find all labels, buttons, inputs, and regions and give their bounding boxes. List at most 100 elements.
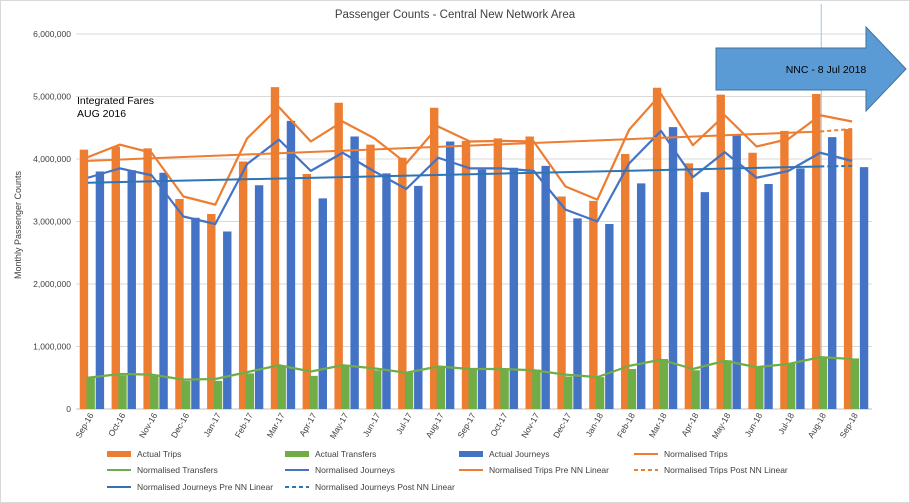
y-tick-label: 5,000,000	[33, 92, 71, 102]
trend-normalised-trips-pre-nn-linear	[87, 130, 821, 162]
bar-actual-transfers	[691, 370, 700, 409]
bar-actual-journeys	[859, 167, 869, 409]
bar-actual-journeys	[509, 167, 519, 409]
bar-actual-transfers	[181, 380, 191, 409]
trend-normalised-trips-post-nn-linear	[820, 128, 853, 133]
bar-actual-journeys	[95, 171, 105, 409]
bar-actual-journeys	[445, 141, 455, 409]
bar-actual-trips	[398, 157, 407, 409]
nnc-arrow-group: NNC - 8 Jul 2018	[715, 4, 907, 409]
legend-item-actual-transfers-label: Actual Transfers	[315, 449, 376, 459]
bar-actual-trips	[557, 196, 566, 409]
bar-actual-journeys	[191, 217, 200, 409]
legend: Actual Trips Actual Transfers Actual Journ…	[107, 449, 788, 492]
bar-actual-transfers	[277, 365, 286, 409]
bar-actual-transfers	[436, 366, 446, 409]
legend-item-normalised-trips-pre-nn-linear-label: Normalised Trips Pre NN Linear	[489, 465, 609, 475]
bar-actual-transfers	[755, 366, 764, 409]
bar-actual-transfers	[404, 372, 414, 409]
bar-actual-trips	[589, 200, 598, 409]
bar-actual-trips	[175, 199, 184, 409]
bar-actual-transfers	[659, 359, 668, 409]
legend-item-normalised-trips-label: Normalised Trips	[664, 449, 728, 459]
bar-actual-journeys	[223, 231, 232, 409]
integrated-fares-date: AUG 2016	[77, 108, 126, 120]
line-normalised-trips	[87, 92, 853, 206]
line-normalised-transfers	[87, 356, 853, 381]
bar-actual-trips	[652, 87, 662, 409]
integrated-fares-label: Integrated Fares	[77, 95, 154, 107]
legend-item-actual-trips-swatch	[107, 451, 131, 457]
bar-actual-transfers	[595, 377, 605, 409]
legend-item-actual-trips-label: Actual Trips	[137, 449, 181, 459]
bar-actual-transfers	[150, 375, 159, 409]
bar-actual-trips	[748, 152, 757, 409]
bar-actual-trips	[621, 154, 630, 409]
bar-actual-journeys	[127, 170, 136, 409]
bar-actual-trips	[238, 161, 248, 409]
bar-actual-journeys	[254, 185, 264, 409]
legend-item-actual-journeys-swatch	[459, 451, 483, 457]
bar-actual-transfers	[818, 356, 828, 409]
bar-actual-transfers	[532, 369, 541, 409]
bar-actual-trips	[366, 144, 375, 409]
y-tick-label: 2,000,000	[33, 279, 71, 289]
bar-actual-transfers	[723, 360, 732, 409]
bar-actual-journeys	[477, 169, 487, 409]
bar-actual-transfers	[850, 358, 860, 409]
bar-actual-transfers	[341, 366, 350, 409]
line-normalised-journeys	[87, 129, 853, 226]
bar-actual-journeys	[636, 183, 646, 409]
bar-actual-trips	[461, 140, 471, 409]
bar-actual-trips	[812, 94, 821, 409]
bar-actual-journeys	[159, 172, 168, 409]
legend-item-normalised-journeys-post-nn-linear-label: Normalised Journeys Post NN Linear	[315, 482, 455, 492]
bar-actual-transfers	[500, 369, 509, 409]
y-tick-label: 1,000,000	[33, 342, 71, 352]
bar-actual-journeys	[764, 184, 773, 409]
trend-normalised-journeys-pre-nn-linear	[87, 165, 821, 184]
bar-actual-trips	[684, 163, 694, 409]
bar-actual-transfers	[786, 364, 796, 409]
nnc-arrow-shape	[715, 25, 907, 113]
bar-actual-transfers	[627, 369, 637, 409]
bar-actual-trips	[270, 87, 280, 409]
nnc-annotation-label: NNC - 8 Jul 2018	[786, 64, 867, 76]
bar-actual-trips	[843, 129, 853, 409]
bar-actual-trips	[525, 136, 534, 409]
bar-actual-trips	[143, 148, 152, 409]
bar-actual-transfers	[564, 376, 573, 409]
legend-item-actual-transfers-swatch	[285, 451, 309, 457]
bar-actual-journeys	[318, 198, 327, 409]
bar-actual-transfers	[213, 380, 223, 409]
legend-item-normalised-trips-post-nn-linear-label: Normalised Trips Post NN Linear	[664, 465, 788, 475]
legend-item-actual-journeys-label: Actual Journeys	[489, 449, 549, 459]
bar-actual-journeys	[700, 192, 710, 409]
y-axis-label: Monthly Passenger Counts	[13, 170, 23, 279]
bar-actual-transfers	[468, 369, 477, 409]
legend-item-normalised-journeys-label: Normalised Journeys	[315, 465, 395, 475]
bar-actual-transfers	[86, 377, 95, 409]
bar-actual-journeys	[828, 137, 837, 409]
chart-title: Passenger Counts - Central New Network A…	[335, 9, 576, 21]
bar-actual-journeys	[732, 134, 741, 409]
bar-actual-trips	[79, 149, 89, 409]
bar-actual-journeys	[573, 218, 582, 409]
bar-actual-transfers	[245, 373, 255, 409]
bar-actual-journeys	[382, 173, 391, 409]
bar-actual-journeys	[668, 127, 678, 409]
bar-actual-trips	[111, 146, 120, 409]
bar-actual-trips	[716, 94, 725, 409]
y-tick-label: 6,000,000	[33, 29, 71, 39]
legend-item-normalised-journeys-pre-nn-linear-label: Normalised Journeys Pre NN Linear	[137, 482, 273, 492]
bar-actual-journeys	[796, 168, 805, 409]
bar-actual-transfers	[373, 370, 382, 409]
y-tick-label: 0	[66, 404, 71, 414]
line-marks	[87, 92, 853, 381]
bar-actual-transfers	[118, 375, 127, 409]
bar-actual-trips	[780, 130, 789, 409]
bar-actual-trips	[207, 214, 216, 409]
bar-actual-trips	[334, 102, 343, 409]
